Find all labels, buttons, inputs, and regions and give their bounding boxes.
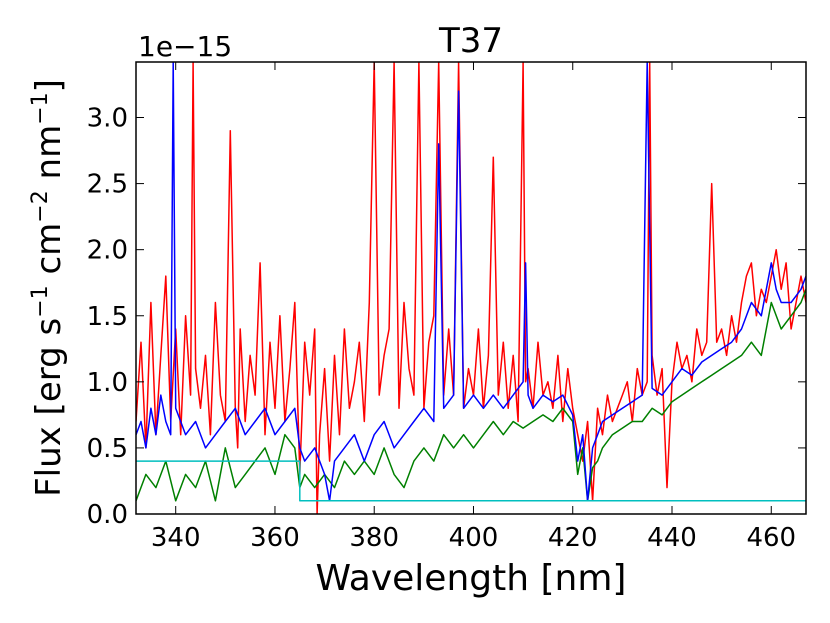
x-tick-label: 380 (349, 523, 399, 553)
y-tick-label: 1.5 (87, 302, 128, 332)
x-axis-label: Wavelength [nm] (316, 558, 627, 599)
offset-label: 1e−15 (138, 30, 232, 63)
y-axis-label: Flux [erg s−1 cm−2 nm−1] (28, 79, 69, 497)
y-tick-label: 1.0 (87, 368, 128, 398)
y-label-part: cm (29, 223, 69, 286)
y-label-part: ] (29, 79, 69, 92)
y-tick-label: 2.5 (87, 170, 128, 200)
series-line-cyan (136, 460, 806, 502)
series-layer (136, 62, 806, 514)
y-label-superscript: −1 (28, 285, 53, 317)
y-tick-label: 3.0 (87, 104, 128, 134)
x-tick-label: 340 (151, 523, 201, 553)
y-label-superscript: −2 (28, 190, 53, 222)
y-tick-label: 0.0 (87, 500, 128, 530)
x-tick-label: 360 (250, 523, 300, 553)
x-tick-label: 420 (548, 523, 598, 553)
x-tick-label: 460 (746, 523, 796, 553)
plot-frame (135, 61, 807, 515)
y-label-part: Flux [erg s (29, 318, 69, 497)
x-tick-label: 440 (647, 523, 697, 553)
y-label-part: nm (29, 125, 69, 190)
plot-area (136, 62, 806, 514)
x-tick-label: 400 (449, 523, 499, 553)
y-tick-label: 0.5 (87, 434, 128, 464)
chart-title: T37 (438, 21, 503, 61)
series-line-blue (136, 62, 806, 502)
y-tick-label: 2.0 (87, 236, 128, 266)
series-line-green (136, 289, 806, 502)
y-label-superscript: −1 (28, 92, 53, 124)
x-axis: 340 360 380 400 420 440 460 (151, 62, 796, 553)
y-axis: 0.0 0.5 1.0 1.5 2.0 2.5 3.0 (87, 104, 806, 530)
series-line-red (136, 62, 806, 514)
